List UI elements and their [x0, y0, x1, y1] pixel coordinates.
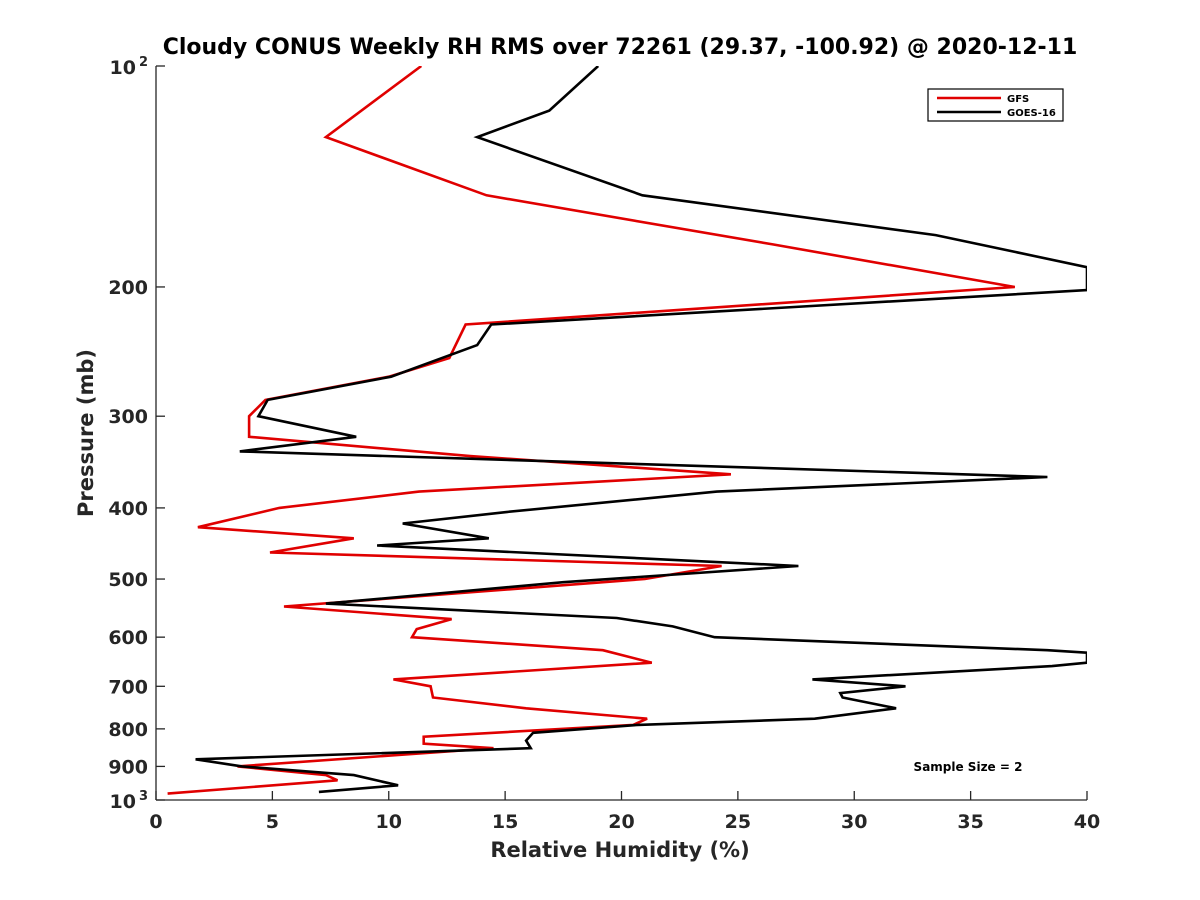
y-tick-label: 200: [108, 277, 148, 299]
series-line-goes-16: [195, 66, 1087, 794]
x-tick-label: 40: [1074, 811, 1100, 833]
y-tick-label: 700: [108, 676, 148, 698]
plot-axes: [155, 66, 1087, 801]
x-tick-label: 25: [725, 811, 751, 833]
y-tick-label-exponent: 2: [139, 55, 148, 70]
plot-series-group: [167, 66, 1087, 795]
y-axis-label: Pressure (mb): [74, 349, 98, 517]
y-tick-label: 10: [110, 791, 136, 813]
chart-title: Cloudy CONUS Weekly RH RMS over 72261 (2…: [163, 35, 1078, 60]
x-tick-label: 0: [149, 811, 162, 833]
x-tick-label: 5: [266, 811, 279, 833]
y-tick-label: 300: [108, 406, 148, 428]
sample-size-annotation: Sample Size = 2: [914, 760, 1023, 774]
y-tick-label: 400: [108, 498, 148, 520]
y-tick-label: 900: [108, 756, 148, 778]
y-tick-label: 800: [108, 719, 148, 741]
x-tick-label: 35: [957, 811, 983, 833]
x-tick-label: 30: [841, 811, 867, 833]
y-tick-label-exponent: 3: [139, 789, 148, 804]
legend-box: [927, 88, 1064, 122]
y-tick-label: 600: [108, 627, 148, 649]
y-tick-label: 10: [110, 57, 136, 79]
x-tick-label: 10: [376, 811, 402, 833]
x-axis-label: Relative Humidity (%): [490, 838, 749, 862]
legend-entry-label: GFS: [1007, 94, 1029, 105]
x-tick-label: 20: [608, 811, 634, 833]
series-line-gfs: [167, 66, 1016, 795]
legend-entry-label: GOES-16: [1007, 108, 1056, 119]
y-tick-label: 500: [108, 569, 148, 591]
x-tick-label: 15: [492, 811, 518, 833]
legend: GFS GOES-16: [927, 88, 1064, 122]
